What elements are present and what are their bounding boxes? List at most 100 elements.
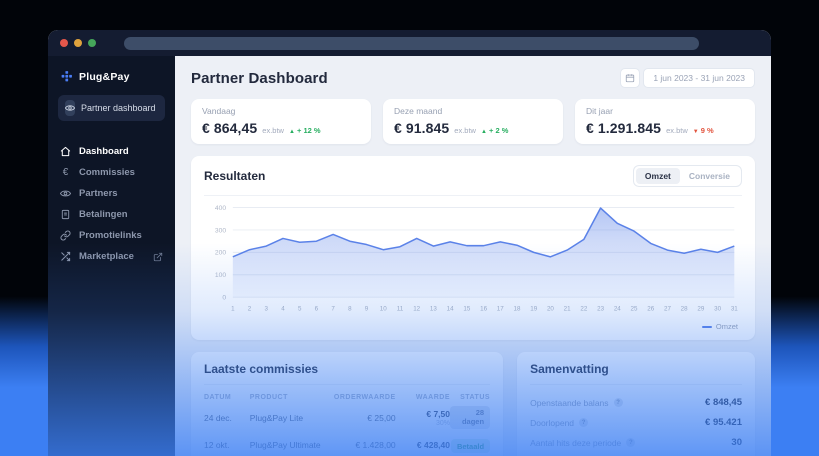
summary-label: Openstaande balans bbox=[530, 397, 609, 408]
sidebar-item-promotielinks[interactable]: Promotielinks bbox=[58, 225, 165, 246]
sidebar-item-label: Partners bbox=[79, 188, 118, 199]
stat-delta: ▲ + 2 % bbox=[480, 126, 509, 135]
stat-value: € 91.845 bbox=[394, 120, 450, 136]
table-header-row: DATUM PRODUCT ORDERWAARDE WAARDE STATUS bbox=[204, 394, 490, 401]
workspace-selector-label: Partner dashboard bbox=[81, 103, 156, 113]
results-toggle: Omzet Conversie bbox=[632, 165, 742, 187]
arrow-up-icon: ▲ bbox=[288, 129, 295, 135]
info-icon[interactable]: ? bbox=[613, 398, 623, 407]
commissions-title: Laatste commissies bbox=[204, 362, 319, 376]
commissions-card: Laatste commissies DATUM PRODUCT ORDERWAAR… bbox=[191, 352, 504, 456]
link-icon bbox=[60, 230, 71, 241]
stat-card: Dit jaar € 1.291.845 ex.btw ▼ 9 % bbox=[575, 99, 755, 144]
svg-text:12: 12 bbox=[413, 306, 420, 313]
svg-text:0: 0 bbox=[222, 295, 226, 302]
stat-value: € 1.291.845 bbox=[586, 120, 662, 136]
sidebar-item-dashboard[interactable]: Dashboard bbox=[58, 141, 165, 162]
sidebar-nav: Dashboard € Commissies Partners Betalingen Pr… bbox=[58, 141, 165, 267]
divider bbox=[530, 384, 742, 385]
sidebar-item-label: Commissies bbox=[79, 167, 135, 178]
svg-text:10: 10 bbox=[380, 306, 387, 313]
browser-window: Plug&Pay Partner dashboard Dashboard € Com… bbox=[48, 30, 771, 456]
divider bbox=[204, 384, 491, 385]
workspace-selector[interactable]: Partner dashboard bbox=[58, 95, 165, 121]
svg-text:31: 31 bbox=[731, 306, 738, 313]
svg-text:100: 100 bbox=[215, 272, 226, 279]
summary-row: Openstaande balans? € 848,45 bbox=[530, 397, 742, 408]
svg-text:18: 18 bbox=[514, 306, 521, 313]
maximize-button[interactable] bbox=[88, 39, 96, 47]
summary-label: Doorlopend bbox=[530, 417, 575, 428]
eye-icon bbox=[65, 100, 75, 116]
traffic-lights bbox=[60, 39, 96, 47]
svg-text:28: 28 bbox=[681, 306, 688, 313]
address-bar[interactable] bbox=[124, 36, 699, 50]
summary-rows: Openstaande balans? € 848,45 Doorlopend? € … bbox=[530, 397, 742, 448]
toggle-conversie[interactable]: Conversie bbox=[680, 168, 739, 184]
sidebar-item-label: Dashboard bbox=[79, 146, 129, 157]
column-header: DATUM bbox=[204, 394, 232, 401]
document-icon bbox=[60, 209, 71, 220]
stat-delta: ▼ 9 % bbox=[692, 126, 714, 135]
divider bbox=[204, 195, 742, 196]
stat-suffix: ex.btw bbox=[454, 126, 476, 135]
svg-text:24: 24 bbox=[614, 306, 621, 313]
cell-datum: 24 dec. bbox=[204, 412, 232, 423]
euro-icon: € bbox=[62, 167, 69, 178]
logo: Plug&Pay bbox=[60, 70, 163, 83]
eye-icon bbox=[60, 188, 71, 199]
svg-text:4: 4 bbox=[281, 306, 285, 313]
sidebar-item-partners[interactable]: Partners bbox=[58, 183, 165, 204]
stat-card: Vandaag € 864,45 ex.btw ▲ + 12 % bbox=[191, 99, 371, 144]
minimize-button[interactable] bbox=[74, 39, 82, 47]
results-title: Resultaten bbox=[204, 169, 266, 183]
browser-titlebar bbox=[48, 30, 771, 56]
commissions-table: DATUM PRODUCT ORDERWAARDE WAARDE STATUS 24 de… bbox=[204, 394, 491, 456]
info-icon[interactable]: ? bbox=[626, 438, 636, 447]
status-badge: Betaald bbox=[450, 439, 491, 453]
svg-text:13: 13 bbox=[430, 306, 437, 313]
svg-text:21: 21 bbox=[564, 306, 571, 313]
svg-text:11: 11 bbox=[397, 306, 404, 313]
summary-card: Samenvatting Openstaande balans? € 848,45… bbox=[517, 352, 755, 456]
stat-value-row: € 1.291.845 ex.btw ▼ 9 % bbox=[586, 120, 744, 136]
sidebar: Plug&Pay Partner dashboard Dashboard € Com… bbox=[48, 56, 175, 456]
plugandpay-logo-icon bbox=[60, 70, 73, 83]
svg-text:25: 25 bbox=[631, 306, 638, 313]
summary-label: Aantal hits deze periode bbox=[530, 437, 622, 448]
stat-suffix: ex.btw bbox=[262, 126, 284, 135]
page-title: Partner Dashboard bbox=[191, 69, 328, 87]
cell-waarde: € 7,50 30% bbox=[396, 409, 450, 427]
calendar-icon[interactable] bbox=[620, 68, 641, 88]
svg-text:3: 3 bbox=[265, 306, 269, 313]
svg-text:27: 27 bbox=[664, 306, 671, 313]
close-button[interactable] bbox=[60, 39, 68, 47]
table-row: 24 dec. Plug&Pay Lite € 25,00 € 7,50 30% 28 d… bbox=[204, 404, 491, 431]
svg-text:200: 200 bbox=[215, 250, 226, 257]
info-icon[interactable]: ? bbox=[579, 418, 589, 427]
cell-waarde-sub: 30% bbox=[435, 419, 450, 427]
sidebar-item-commissies[interactable]: € Commissies bbox=[58, 162, 165, 183]
svg-text:400: 400 bbox=[215, 205, 226, 212]
summary-row: Aantal hits deze periode? 30 bbox=[530, 437, 742, 448]
sidebar-item-betalingen[interactable]: Betalingen bbox=[58, 204, 165, 225]
cell-status: Betaald bbox=[450, 436, 491, 454]
arrow-down-icon: ▼ bbox=[692, 129, 699, 135]
date-range-picker: 1 jun 2023 - 31 jun 2023 bbox=[620, 68, 755, 88]
date-range-value[interactable]: 1 jun 2023 - 31 jun 2023 bbox=[643, 68, 755, 88]
svg-text:300: 300 bbox=[215, 227, 226, 234]
svg-text:30: 30 bbox=[714, 306, 721, 313]
column-header: PRODUCT bbox=[249, 394, 288, 401]
svg-text:6: 6 bbox=[315, 306, 319, 313]
toggle-omzet[interactable]: Omzet bbox=[635, 168, 680, 184]
cell-product: Plug&Pay Ultimate bbox=[249, 439, 321, 450]
stat-value-row: € 91.845 ex.btw ▲ + 2 % bbox=[394, 120, 552, 136]
stat-value: € 864,45 bbox=[202, 120, 258, 136]
status-badge: 28 dagen bbox=[450, 405, 491, 429]
chart-legend: Omzet bbox=[204, 322, 742, 335]
table-row: 12 okt. Plug&Pay Ultimate € 1.428,00 € 428,… bbox=[204, 431, 491, 456]
legend-omzet-marker bbox=[701, 325, 712, 328]
sidebar-item-marketplace[interactable]: Marketplace bbox=[58, 246, 165, 267]
